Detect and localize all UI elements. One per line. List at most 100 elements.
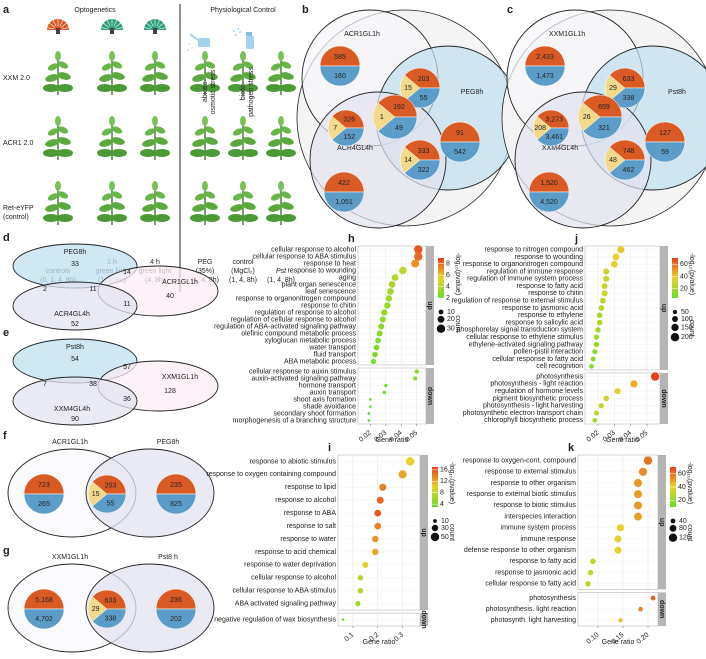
set-label: ACR1GL1h [52,439,88,446]
pie-up-label: 235 [170,482,182,489]
term-label: ethylene-activated signaling pathway [469,341,584,348]
dot [341,618,345,621]
lamp-ray [113,19,118,27]
dot [372,535,379,543]
watering-can [187,33,210,51]
dot [603,268,610,275]
lamp-ray [114,22,121,28]
term-label: auxin-activated signaling pathway [251,375,356,382]
dot [414,245,423,254]
pie-up-label: 333 [418,148,430,155]
size-key-label: 30 [441,525,449,532]
dot [374,509,382,517]
dot [391,274,399,281]
plant [140,51,170,95]
pie-down-label: 338 [105,615,117,622]
term-label: photosynthesis [529,595,576,602]
term-label: response to external biotic stimulus [467,491,577,498]
pie-contra-label: 7 [333,125,337,132]
term-label: photosynthesis - light reaction [490,381,583,388]
column-label: control [232,259,253,266]
color-tick-label: 4 [440,501,444,508]
row-note: (control) [3,214,29,221]
dot [398,470,407,479]
dot [385,295,393,302]
size-key-label: 50 [681,309,689,316]
pie-down-label: 1,051 [335,199,353,206]
pie-up-label: 633 [623,76,635,83]
size-key [438,309,444,315]
pie-down-label: 202 [170,616,182,623]
color-tick-label: 12 [440,478,448,485]
term-label: photosynthetic electron transport chain [463,410,583,417]
column-label: (35%) [196,268,215,275]
set-label: Pst8 h [158,554,178,561]
set-label: XXM4GL4h [542,145,578,152]
plant [266,116,296,160]
pie-down-label: 322 [418,167,430,174]
term-label: photosynth. light harvesting [491,617,576,624]
stress-label: osmotic stress [210,69,217,114]
dot [587,569,594,576]
term-label: response to lipid [285,484,336,491]
plant [140,116,170,160]
size-key [669,524,677,532]
color-tick-label: 8 [446,261,450,268]
pie-up-label: 422 [338,180,350,187]
term-label: regulation of response to external stimu… [451,298,583,305]
pie-contra [532,116,552,140]
size-key [672,309,678,315]
dot [598,305,605,311]
pie-down [23,608,65,630]
dot [589,363,594,369]
set-label: XXM4GL4h [54,406,90,413]
term-label: cellular response to ABA stimulus [253,253,357,260]
stress-label: pathogen stress [248,67,255,117]
term-label: response to jasmonic acid [495,569,576,576]
term-label: cellular response to ABA stimulus [233,588,337,595]
lamp-stand [110,28,114,34]
dot [638,606,643,612]
x-axis-title: Gene ratio [363,639,396,646]
term-label: ABA metabolic process [284,358,356,365]
pie-down-label: 152 [343,134,355,141]
pie-down [155,608,197,630]
dot [614,388,621,395]
term-label: pigment biosynthetic process [493,395,584,402]
dot [369,398,372,401]
pie-up [23,588,65,610]
dot [650,372,660,381]
facet-label: up [660,304,667,313]
facet-label: up [420,528,427,537]
term-label: response to salicylic acid [506,319,584,326]
lamp-ray [52,19,57,27]
pie-down-label: 1,473 [536,73,554,80]
panel-label: j [574,233,578,245]
size-key [672,316,678,322]
dot [601,290,608,297]
term-label: ABA activated signaling pathway [235,600,337,607]
lamp-ray [144,27,152,30]
term-label: response to chitin [528,290,583,297]
dot [633,478,643,488]
size-key [668,533,678,542]
pie-contra [87,596,108,622]
color-tick-label: 20 [678,497,686,504]
pie-up-label: 633 [105,597,117,604]
lamp-ray [115,27,123,30]
pie-contra [577,102,601,132]
dot [617,246,625,254]
dot [590,356,596,362]
term-label: defense response to other organism [464,547,576,554]
dot [633,490,643,499]
dot [405,457,415,466]
dot [611,260,618,268]
term-label: chlorophyll biosynthetic process [484,417,583,424]
pie-down-label: 4,520 [540,199,558,206]
dot [595,327,601,333]
panel-label: h [348,233,355,245]
term-label: response to jasmonic acid [502,305,583,312]
color-tick-label: 20 [680,286,688,293]
term-label: regulation of immune system process [467,276,583,283]
dot [614,546,622,554]
